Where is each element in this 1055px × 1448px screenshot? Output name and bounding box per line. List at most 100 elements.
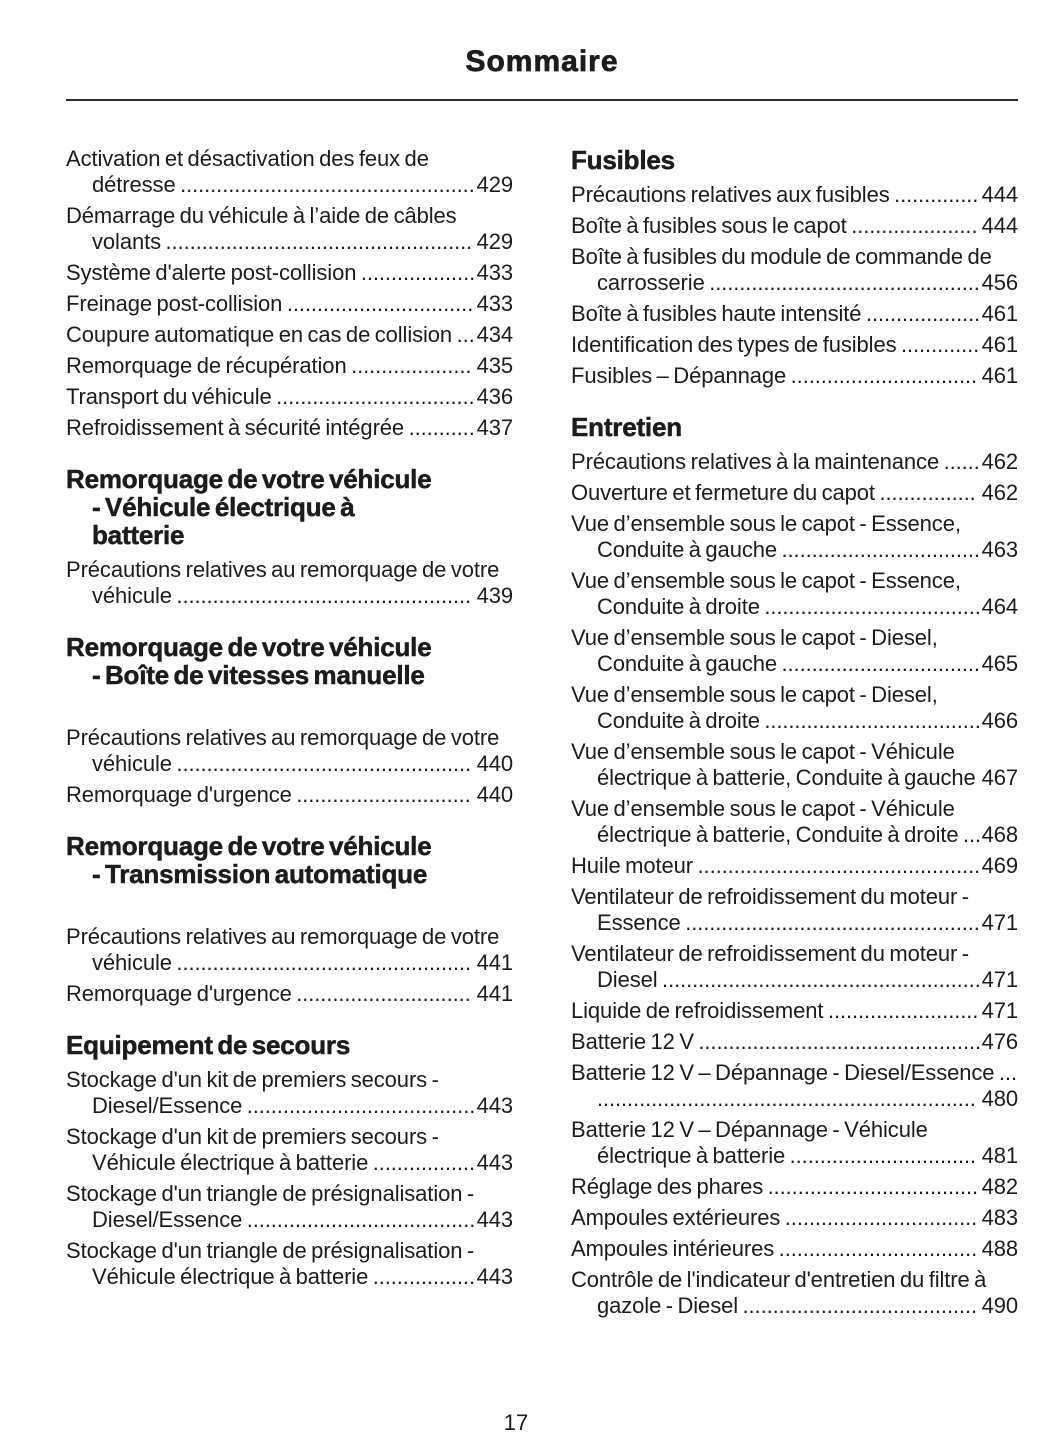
toc-entry-label: Stockage d'un triangle de présignalisati… bbox=[66, 1181, 475, 1232]
toc-entry-label: Remorquage d'urgence bbox=[66, 782, 292, 807]
toc-entry[interactable]: Ventilateur de refroidissement du moteur… bbox=[571, 884, 1018, 936]
toc-entry-page-number: 469 bbox=[981, 853, 1019, 878]
toc-entry[interactable]: Batterie 12 V – Dépannage - Diesel/Essen… bbox=[571, 1060, 1018, 1112]
toc-entry[interactable]: Transport du véhicule ​.​.​.​.​.​.​.​.​.… bbox=[66, 384, 513, 410]
toc-entry[interactable]: Ampoules intérieures ​.​.​.​.​.​.​.​.​.​… bbox=[571, 1236, 1018, 1262]
toc-entry[interactable]: Batterie 12 V ​.​.​.​.​.​.​.​.​.​.​.​.​.… bbox=[571, 1029, 1018, 1055]
toc-entry-label: Ampoules extérieures bbox=[571, 1205, 781, 1230]
toc-entry-page-number: 440 bbox=[476, 751, 514, 776]
dot-leader: ​.​.​.​.​.​.​.​.​.​.​.​.​.​.​.​.​.​.​.​.… bbox=[823, 998, 979, 1023]
toc-entry-page-number: 465 bbox=[981, 651, 1019, 676]
toc-entry[interactable]: Contrôle de l'indicateur d'entretien du … bbox=[571, 1267, 1018, 1319]
toc-entry[interactable]: Remorquage d'urgence ​.​.​.​.​.​.​.​.​.​… bbox=[66, 981, 513, 1007]
dot-leader bbox=[976, 765, 981, 790]
toc-entry-label: Transport du véhicule bbox=[66, 384, 272, 409]
toc-entry-label: Démarrage du véhicule à l’aide de câbles… bbox=[66, 203, 457, 254]
section-heading: Entretien bbox=[571, 412, 683, 442]
toc-columns: Activation et désactivation des feux de … bbox=[66, 146, 1018, 1324]
toc-entry[interactable]: Précautions relatives au remorquage de v… bbox=[66, 557, 513, 609]
toc-entry-page-number: 441 bbox=[476, 981, 514, 1006]
toc-entry[interactable]: Liquide de refroidissement ​.​.​.​.​.​.​… bbox=[571, 998, 1018, 1024]
toc-entry[interactable]: Coupure automatique en cas de collision … bbox=[66, 322, 513, 348]
toc-entry-label: Précautions relatives à la maintenance bbox=[571, 449, 940, 474]
toc-entry-page-number: 488 bbox=[981, 1236, 1019, 1261]
toc-entry[interactable]: Ventilateur de refroidissement du moteur… bbox=[571, 941, 1018, 993]
dot-leader: ​.​.​.​.​.​.​.​.​.​.​.​.​.​.​.​.​.​.​.​.… bbox=[777, 651, 981, 676]
toc-entry[interactable]: Activation et désactivation des feux de … bbox=[66, 146, 513, 198]
toc-entry[interactable]: Remorquage de récupération ​.​.​.​.​.​.​… bbox=[66, 353, 513, 379]
dot-leader: ​.​.​.​.​.​.​.​.​.​.​.​.​.​.​.​.​.​.​.​.… bbox=[693, 1029, 981, 1054]
toc-entry[interactable]: Vue d’ensemble sous le capot - Essence, … bbox=[571, 511, 1018, 563]
toc-entry-label: Contrôle de l'indicateur d'entretien du … bbox=[571, 1267, 987, 1318]
toc-entry-page-number: 429 bbox=[476, 172, 514, 197]
section-heading: Remorquage de votre véhicule - Véhicule … bbox=[66, 464, 432, 550]
dot-leader: ​.​.​.​.​.​.​.​.​.​.​.​.​.​.​.​.​.​.​.​.… bbox=[680, 910, 980, 935]
toc-entry-page-number: 434 bbox=[476, 322, 514, 347]
toc-entry-label: Stockage d'un triangle de présignalisati… bbox=[66, 1238, 475, 1289]
dot-leader: ​.​.​.​.​.​.​.​.​.​.​.​.​. bbox=[896, 332, 980, 357]
toc-entry-page-number: 439 bbox=[476, 583, 514, 608]
dot-leader: ​.​.​.​.​.​.​.​.​.​.​.​.​.​.​.​.​.​.​.​.… bbox=[786, 363, 978, 388]
toc-entry-label: Ventilateur de refroidissement du moteur… bbox=[571, 884, 969, 935]
toc-entry-label: Huile moteur bbox=[571, 853, 694, 878]
toc-entry-label: Vue d’ensemble sous le capot - Diesel, C… bbox=[571, 625, 938, 676]
dot-leader: ​.​.​.​.​.​.​.​.​.​.​.​.​.​.​.​.​.​.​.​.… bbox=[774, 1236, 978, 1261]
toc-entry-page-number: 471 bbox=[981, 967, 1019, 992]
toc-entry[interactable]: Fusibles – Dépannage ​.​.​.​.​.​.​.​.​.​… bbox=[571, 363, 1018, 389]
toc-entry[interactable]: Vue d’ensemble sous le capot - Diesel, C… bbox=[571, 625, 1018, 677]
toc-entry[interactable]: Vue d’ensemble sous le capot - Diesel, C… bbox=[571, 682, 1018, 734]
toc-entry[interactable]: Système d'alerte post-collision ​.​.​.​.… bbox=[66, 260, 513, 286]
toc-entry[interactable]: Réglage des phares ​.​.​.​.​.​.​.​.​.​.​… bbox=[571, 1174, 1018, 1200]
toc-entry[interactable]: Démarrage du véhicule à l’aide de câbles… bbox=[66, 203, 513, 255]
toc-entry[interactable]: Ouverture et fermeture du capot ​.​.​.​.… bbox=[571, 480, 1018, 506]
toc-entry[interactable]: Identification des types de fusibles ​.​… bbox=[571, 332, 1018, 358]
toc-entry-label: Refroidissement à sécurité intégrée bbox=[66, 415, 405, 440]
dot-leader: ​.​.​.​.​.​.​.​.​.​.​.​.​.​.​.​. bbox=[874, 480, 976, 505]
toc-entry[interactable]: Freinage post-collision ​.​.​.​.​.​.​.​.… bbox=[66, 291, 513, 317]
toc-entry[interactable]: Stockage d'un triangle de présignalisati… bbox=[66, 1181, 513, 1233]
manual-page: Sommaire Activation et désactivation des… bbox=[0, 44, 1055, 1448]
toc-entry[interactable]: Boîte à fusibles haute intensité ​.​.​.​… bbox=[571, 301, 1018, 327]
toc-entry-label: Boîte à fusibles sous le capot bbox=[571, 213, 847, 238]
toc-entry[interactable]: Précautions relatives au remorquage de v… bbox=[66, 725, 513, 777]
toc-entry-label: Remorquage d'urgence bbox=[66, 981, 292, 1006]
toc-entry-label: Stockage d'un kit de premiers secours - … bbox=[66, 1124, 439, 1175]
toc-entry[interactable]: Stockage d'un kit de premiers secours - … bbox=[66, 1067, 513, 1119]
toc-entry[interactable]: Précautions relatives à la maintenance ​… bbox=[571, 449, 1018, 475]
toc-entry[interactable]: Vue d’ensemble sous le capot - Essence, … bbox=[571, 568, 1018, 620]
dot-leader: ​.​.​.​.​.​.​.​.​.​.​.​.​.​.​.​.​.​.​.​.… bbox=[175, 172, 475, 197]
toc-entry[interactable]: Boîte à fusibles du module de commande d… bbox=[571, 244, 1018, 296]
toc-entry[interactable]: Boîte à fusibles sous le capot ​.​.​.​.​… bbox=[571, 213, 1018, 239]
dot-leader: ​.​.​.​.​.​.​.​.​.​.​.​.​.​.​.​.​. bbox=[368, 1264, 475, 1289]
toc-entry-label: Batterie 12 V – Dépannage - Véhicule éle… bbox=[571, 1117, 928, 1168]
toc-entry-label: Ventilateur de refroidissement du moteur… bbox=[571, 941, 969, 992]
toc-entry-page-number: 476 bbox=[981, 1029, 1019, 1054]
toc-entry[interactable]: Ampoules extérieures ​.​.​.​.​.​.​.​.​.​… bbox=[571, 1205, 1018, 1231]
dot-leader: ​.​.​. bbox=[958, 822, 982, 847]
page-title: Sommaire bbox=[465, 45, 619, 79]
toc-section: Remorquage de votre véhicule - Boîte de … bbox=[66, 633, 513, 808]
toc-entry[interactable]: Huile moteur ​.​.​.​.​.​.​.​.​.​.​.​.​.​… bbox=[571, 853, 1018, 879]
toc-entry[interactable]: Batterie 12 V – Dépannage - Véhicule éle… bbox=[571, 1117, 1018, 1169]
toc-entry-label: Précautions relatives au remorquage de v… bbox=[66, 924, 500, 975]
toc-entry[interactable]: Stockage d'un triangle de présignalisati… bbox=[66, 1238, 513, 1290]
toc-entry[interactable]: Vue d’ensemble sous le capot - Véhicule … bbox=[571, 739, 1018, 791]
toc-entry-page-number: 443 bbox=[476, 1207, 514, 1232]
toc-entry-label: Vue d’ensemble sous le capot - Diesel, C… bbox=[571, 682, 938, 733]
toc-entry-label: Vue d’ensemble sous le capot - Essence, … bbox=[571, 511, 961, 562]
toc-entry[interactable]: Remorquage d'urgence ​.​.​.​.​.​.​.​.​.​… bbox=[66, 782, 513, 808]
dot-leader: ​.​.​.​.​.​.​.​.​.​.​.​.​.​.​.​.​.​.​.​.… bbox=[780, 1205, 978, 1230]
dot-leader: ​.​.​.​.​.​.​.​.​.​.​.​.​.​.​.​.​.​.​.​.… bbox=[693, 853, 981, 878]
toc-entry[interactable]: Refroidissement à sécurité intégrée ​.​.… bbox=[66, 415, 513, 441]
toc-entry[interactable]: Stockage d'un kit de premiers secours - … bbox=[66, 1124, 513, 1176]
toc-entry[interactable]: Précautions relatives aux fusibles ​.​.​… bbox=[571, 182, 1018, 208]
toc-entry-page-number: 482 bbox=[981, 1174, 1019, 1199]
toc-entry-page-number: 463 bbox=[981, 537, 1019, 562]
toc-entry-label: Fusibles – Dépannage bbox=[571, 363, 787, 388]
toc-entry[interactable]: Vue d’ensemble sous le capot - Véhicule … bbox=[571, 796, 1018, 848]
toc-entry[interactable]: Précautions relatives au remorquage de v… bbox=[66, 924, 513, 976]
dot-leader: ​.​.​.​.​.​.​.​.​.​.​.​.​.​.​.​.​.​.​.​.… bbox=[759, 594, 981, 619]
dot-leader: ​.​.​.​.​.​.​.​.​.​.​.​.​.​.​.​.​.​.​.​.… bbox=[171, 950, 472, 975]
toc-entry-page-number: 429 bbox=[476, 229, 514, 254]
dot-leader: ​.​.​.​.​.​.​.​.​.​.​.​.​.​.​.​.​.​.​.​.… bbox=[271, 384, 475, 409]
